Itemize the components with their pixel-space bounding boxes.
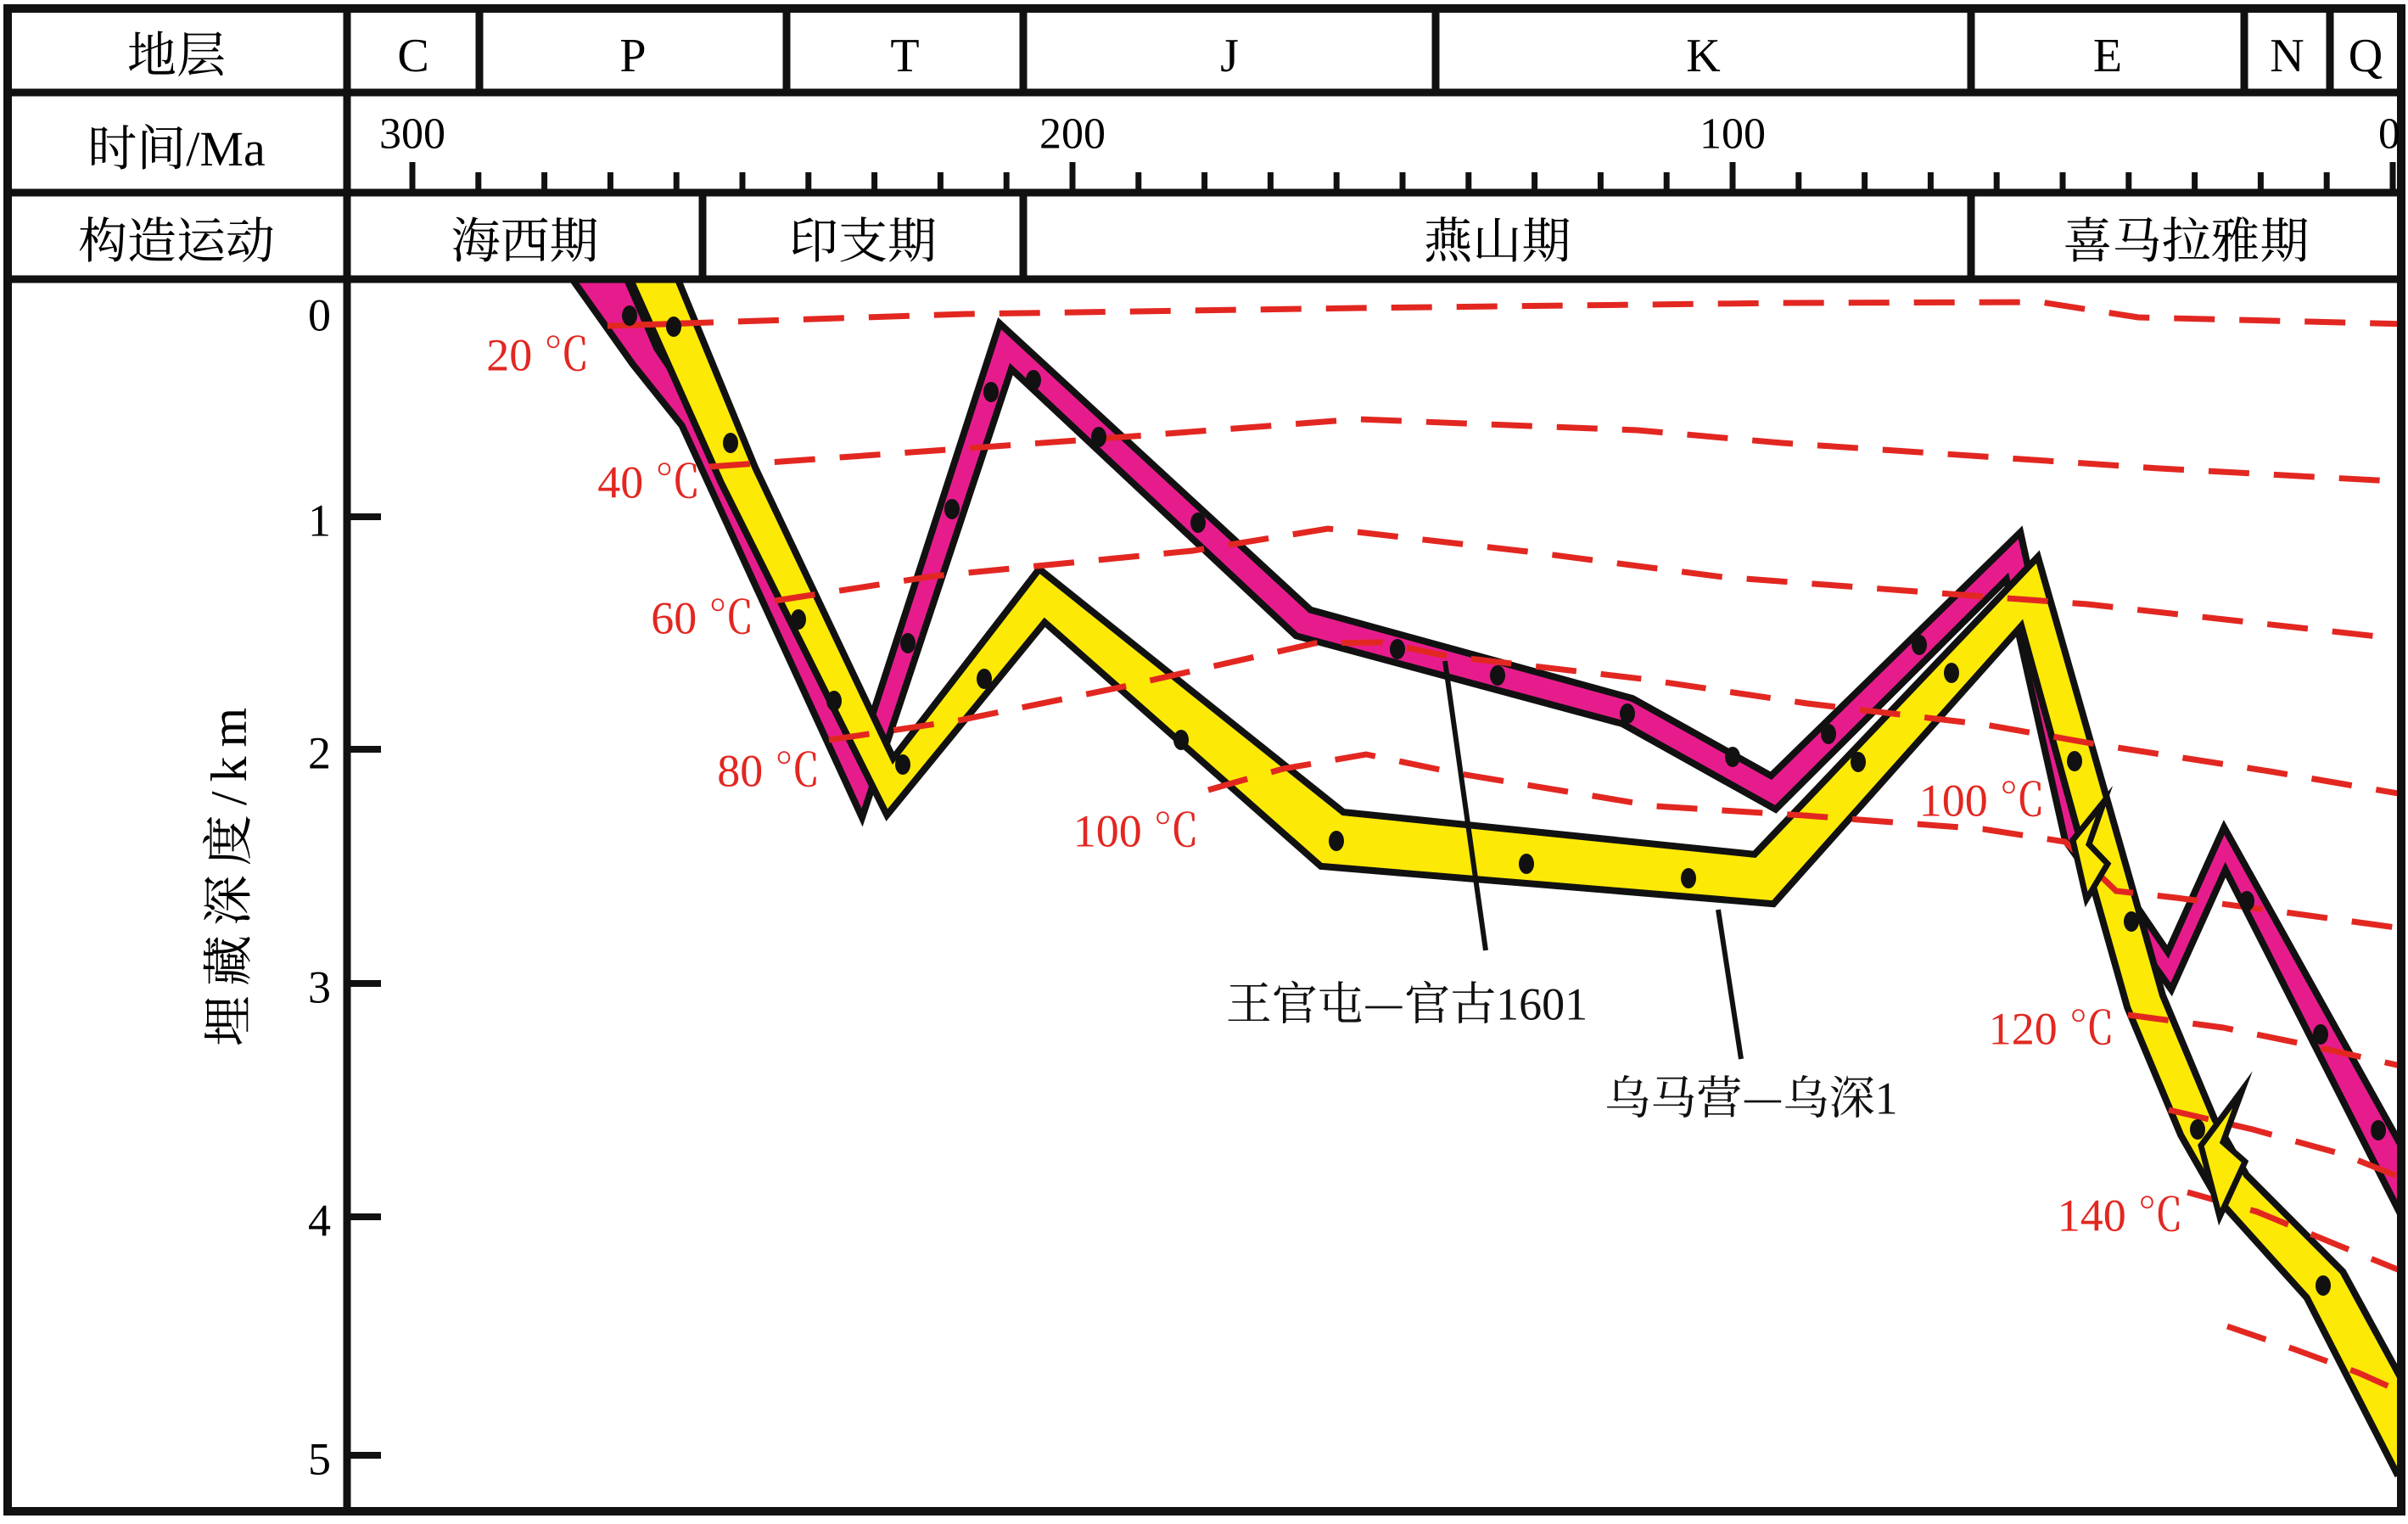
svg-text:地层: 地层 [127, 15, 226, 87]
svg-text:N: N [2270, 18, 2304, 86]
svg-text:2: 2 [308, 717, 331, 782]
svg-text:20 ℃: 20 ℃ [486, 319, 590, 384]
svg-text:1: 1 [308, 485, 331, 550]
svg-text:P: P [619, 18, 646, 86]
svg-text:100: 100 [1700, 98, 1766, 161]
svg-text:80 ℃: 80 ℃ [717, 735, 820, 800]
svg-text:构造运动: 构造运动 [78, 201, 275, 272]
svg-text:140 ℃: 140 ℃ [2058, 1179, 2184, 1245]
svg-text:王官屯—官古1601: 王官屯—官古1601 [1226, 968, 1588, 1034]
svg-text:300: 300 [379, 98, 445, 161]
svg-text:60 ℃: 60 ℃ [651, 582, 754, 647]
svg-text:K: K [1686, 18, 1720, 86]
svg-text:时间/Ma: 时间/Ma [87, 109, 265, 180]
svg-text:乌马营—乌深1: 乌马营—乌深1 [1604, 1062, 1897, 1128]
svg-text:C: C [397, 18, 428, 86]
svg-text:E: E [2093, 18, 2122, 86]
svg-text:燕山期: 燕山期 [1423, 201, 1571, 272]
svg-text:Q: Q [2349, 18, 2383, 86]
svg-text:0: 0 [2378, 98, 2400, 161]
svg-text:100 ℃: 100 ℃ [1919, 765, 2046, 830]
svg-text:3: 3 [308, 951, 331, 1017]
svg-text:5: 5 [308, 1423, 331, 1488]
svg-text:200: 200 [1039, 98, 1106, 161]
svg-text:T: T [890, 18, 919, 86]
svg-text:埋藏深度/km: 埋藏深度/km [188, 698, 261, 1046]
svg-text:印支期: 印支期 [789, 201, 937, 272]
svg-text:海西期: 海西期 [451, 201, 598, 272]
svg-text:J: J [1220, 18, 1239, 86]
svg-text:喜马拉雅期: 喜马拉雅期 [2063, 201, 2309, 272]
svg-text:4: 4 [308, 1185, 331, 1250]
svg-text:40 ℃: 40 ℃ [597, 446, 701, 512]
svg-text:0: 0 [308, 279, 331, 345]
svg-text:120 ℃: 120 ℃ [1989, 993, 2115, 1058]
svg-text:100 ℃: 100 ℃ [1073, 795, 1200, 860]
